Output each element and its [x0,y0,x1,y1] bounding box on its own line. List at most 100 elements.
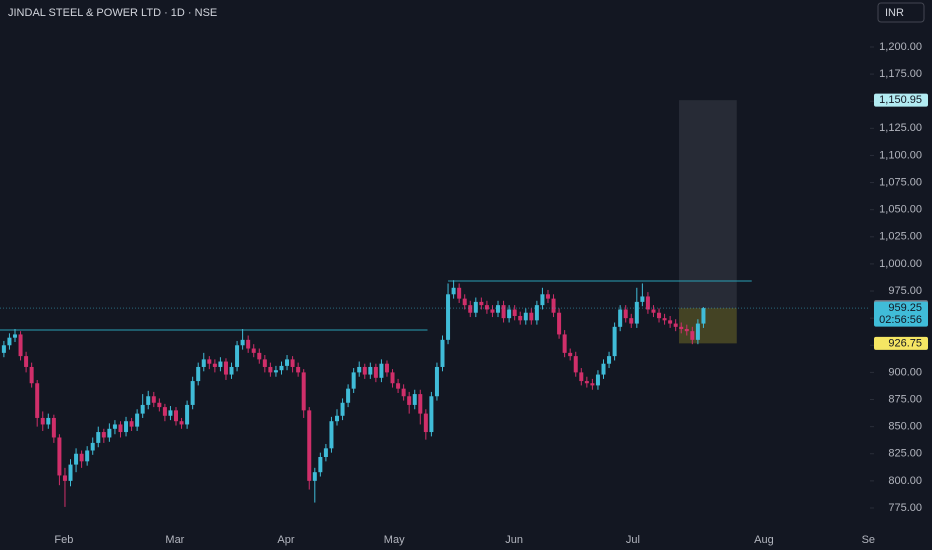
candle-body [129,421,134,427]
candle-body [668,320,673,324]
candle-body [595,374,600,386]
candle-body [473,301,478,313]
candle-body [673,323,678,327]
candle-body [496,305,501,313]
y-tick-label: 1,025.00 [879,231,922,243]
last-price-label: 959.25 [888,302,922,314]
candle-body [223,361,228,375]
candle-body [235,345,240,367]
candle-body [484,305,489,310]
candle-body [290,359,295,367]
y-tick-label: 900.00 [888,366,922,378]
y-tick-label: 825.00 [888,448,922,460]
candle-body [551,298,556,313]
candle-body [101,432,106,438]
candle-body [368,366,373,375]
candle-body [640,296,645,302]
loss-zone [679,308,737,344]
candle-body [29,366,34,384]
candle-body [85,450,90,462]
candle-body [196,366,201,382]
candle-body [90,442,95,451]
candle-body [379,363,384,378]
candle-body [695,323,700,340]
candle-body [629,318,634,324]
candle-body [440,339,445,367]
candle-body [679,326,684,329]
x-tick-label: Aug [754,534,774,546]
candle-body [623,309,628,319]
candle-body [135,413,140,427]
candle-body [518,315,523,321]
candle-body [479,301,484,306]
y-tick-label: 1,100.00 [879,149,922,161]
candle-body [307,410,312,481]
candle-body [240,339,245,346]
candle-body [318,456,323,473]
y-tick-label: 1,200.00 [879,41,922,53]
candle-body [157,402,162,408]
candle-body [279,365,284,371]
y-tick-label: 1,075.00 [879,176,922,188]
candle-body [18,334,23,357]
x-tick-label: Se [862,534,875,546]
candle-body [607,356,612,364]
candle-body [618,309,623,327]
candle-body [323,448,328,457]
y-tick-label: 850.00 [888,421,922,433]
candle-body [412,394,417,405]
candle-body [74,453,79,465]
candle-body [229,366,234,375]
candle-body [329,421,334,449]
candle-body [457,287,462,299]
candle-body [212,363,217,367]
candle-body [40,417,45,425]
candle-body [7,337,12,346]
chart-title: JINDAL STEEL & POWER LTD · 1D · NSE [8,7,217,19]
candle-body [446,294,451,340]
candle-body [451,287,456,295]
candle-body [612,326,617,357]
currency[interactable]: INR [885,7,904,19]
candle-body [545,294,550,299]
candle-body [173,410,178,422]
candle-body [262,359,267,367]
candle-body [462,298,467,306]
candle-body [107,428,112,438]
y-tick-label: 1,175.00 [879,68,922,80]
candle-body [468,305,473,313]
plot-area [0,100,870,507]
candle-body [246,339,251,349]
candle-body [407,396,412,405]
candle-body [584,381,589,384]
candle-body [96,432,101,443]
candle-body [312,472,317,481]
candle-body [645,296,650,310]
candle-body [429,396,434,433]
candle-body [701,308,706,324]
candle-body [346,388,351,403]
candle-body [257,352,262,360]
candle-body [46,417,51,425]
candle-body [390,372,395,384]
candle-body [207,359,212,364]
candle-body [296,366,301,373]
candle-body [168,410,173,416]
candle-body [112,424,117,429]
target-label-box [874,93,928,107]
x-tick-label: Jul [626,534,640,546]
candle-body [373,366,378,378]
candle-body [146,396,151,405]
y-tick-label: 775.00 [888,502,922,514]
candle-body [423,413,428,433]
candle-body [634,301,639,324]
candle-body [1,345,6,353]
candle-body [118,424,123,433]
candle-body [185,404,190,425]
stop-label-box [874,336,928,350]
candle-body [35,383,40,418]
candle-body [362,366,367,375]
currency-box[interactable] [877,2,925,23]
candle-body [523,312,528,321]
